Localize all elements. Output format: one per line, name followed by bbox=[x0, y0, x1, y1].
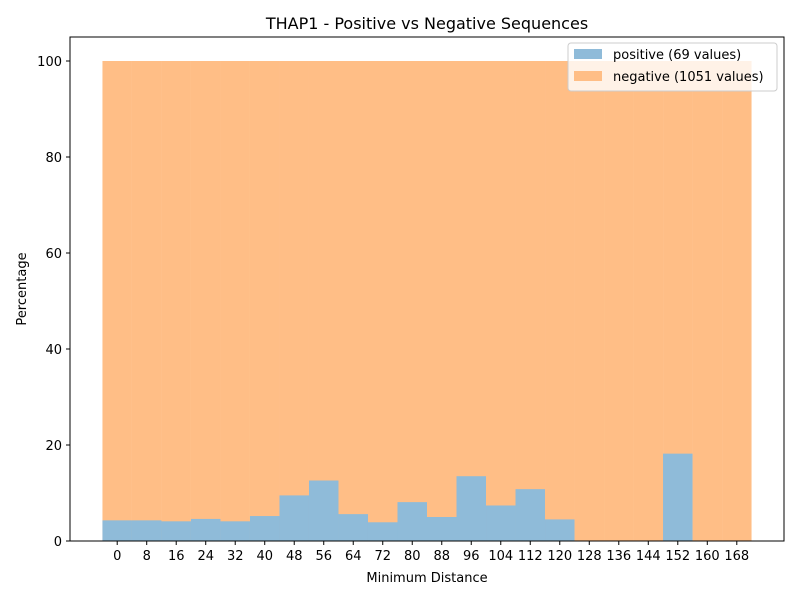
negative-bar-48 bbox=[279, 61, 309, 541]
y-tick-label: 60 bbox=[45, 247, 62, 262]
negative-bar-80 bbox=[397, 61, 427, 541]
x-tick-label: 112 bbox=[518, 549, 543, 564]
positive-bar-24 bbox=[190, 518, 221, 541]
positive-bar-80 bbox=[397, 502, 427, 541]
x-tick-label: 24 bbox=[197, 549, 214, 564]
legend-label-negative: negative (1051 values) bbox=[613, 70, 764, 85]
positive-bar-112 bbox=[515, 489, 546, 541]
x-tick-label: 128 bbox=[577, 549, 602, 564]
y-axis-ticks: 0 20 40 60 80 100 bbox=[37, 55, 70, 550]
x-tick-label: 72 bbox=[374, 549, 391, 564]
x-tick-label: 32 bbox=[227, 549, 244, 564]
positive-bar-16 bbox=[161, 521, 191, 541]
x-tick-label: 80 bbox=[404, 549, 421, 564]
x-tick-label: 40 bbox=[256, 549, 273, 564]
x-tick-label: 48 bbox=[286, 549, 303, 564]
negative-bar-40 bbox=[249, 61, 280, 541]
positive-bar-56 bbox=[308, 480, 339, 541]
positive-bar-8 bbox=[131, 520, 162, 541]
positive-bars bbox=[102, 453, 693, 541]
legend-label-positive: positive (69 values) bbox=[613, 48, 741, 63]
positive-bar-0 bbox=[102, 520, 132, 541]
axes-frame bbox=[69, 36, 785, 542]
positive-bar-120 bbox=[545, 519, 575, 541]
negative-bar-0 bbox=[102, 61, 132, 541]
y-tick-label: 40 bbox=[45, 343, 62, 358]
negative-bars bbox=[102, 61, 752, 541]
negative-bar-8 bbox=[131, 61, 162, 541]
negative-bar-24 bbox=[190, 61, 221, 541]
negative-bar-128 bbox=[574, 61, 605, 541]
legend: positive (69 values) negative (1051 valu… bbox=[567, 42, 778, 92]
x-tick-label: 104 bbox=[488, 549, 513, 564]
positive-bar-96 bbox=[456, 476, 487, 541]
positive-bar-72 bbox=[367, 522, 398, 541]
positive-bar-32 bbox=[220, 521, 250, 541]
x-tick-label: 160 bbox=[695, 549, 720, 564]
negative-bar-112 bbox=[515, 61, 546, 541]
x-tick-label: 56 bbox=[315, 549, 332, 564]
x-tick-label: 64 bbox=[345, 549, 362, 564]
x-axis-label: Minimum Distance bbox=[366, 571, 487, 586]
negative-bar-32 bbox=[220, 61, 250, 541]
negative-bar-16 bbox=[161, 61, 191, 541]
legend-swatch-positive bbox=[574, 49, 602, 59]
negative-bar-56 bbox=[308, 61, 339, 541]
x-tick-label: 120 bbox=[547, 549, 572, 564]
positive-bar-152 bbox=[663, 453, 693, 541]
legend-swatch-negative bbox=[574, 71, 602, 81]
x-tick-label: 96 bbox=[463, 549, 480, 564]
negative-bar-104 bbox=[486, 61, 516, 541]
x-tick-label: 0 bbox=[113, 549, 121, 564]
negative-bar-144 bbox=[633, 61, 664, 541]
positive-bar-88 bbox=[427, 517, 457, 541]
positive-bar-48 bbox=[279, 495, 309, 541]
negative-bar-96 bbox=[456, 61, 487, 541]
negative-bar-136 bbox=[604, 61, 634, 541]
negative-bar-168 bbox=[722, 61, 752, 541]
x-tick-label: 16 bbox=[168, 549, 185, 564]
y-tick-label: 0 bbox=[54, 535, 62, 550]
chart-title: THAP1 - Positive vs Negative Sequences bbox=[265, 14, 588, 33]
y-tick-label: 20 bbox=[45, 439, 62, 454]
y-axis-label: Percentage bbox=[15, 252, 30, 325]
x-tick-label: 168 bbox=[724, 549, 749, 564]
x-tick-label: 8 bbox=[143, 549, 151, 564]
positive-bar-64 bbox=[338, 514, 368, 541]
legend-box bbox=[567, 42, 778, 92]
negative-bar-88 bbox=[427, 61, 457, 541]
y-tick-label: 100 bbox=[37, 55, 62, 70]
positive-bar-40 bbox=[249, 516, 280, 541]
negative-bar-120 bbox=[545, 61, 575, 541]
negative-bar-72 bbox=[367, 61, 398, 541]
negative-bar-64 bbox=[338, 61, 368, 541]
positive-bar-104 bbox=[486, 505, 516, 541]
x-tick-label: 152 bbox=[665, 549, 690, 564]
x-axis-ticks: 0 8 16 24 32 40 48 56 64 72 80 88 96 104 112 120 128 136 1… bbox=[113, 541, 749, 564]
x-tick-label: 136 bbox=[606, 549, 631, 564]
x-tick-label: 144 bbox=[636, 549, 661, 564]
negative-bar-160 bbox=[692, 61, 723, 541]
x-tick-label: 88 bbox=[433, 549, 450, 564]
y-tick-label: 80 bbox=[45, 151, 62, 166]
